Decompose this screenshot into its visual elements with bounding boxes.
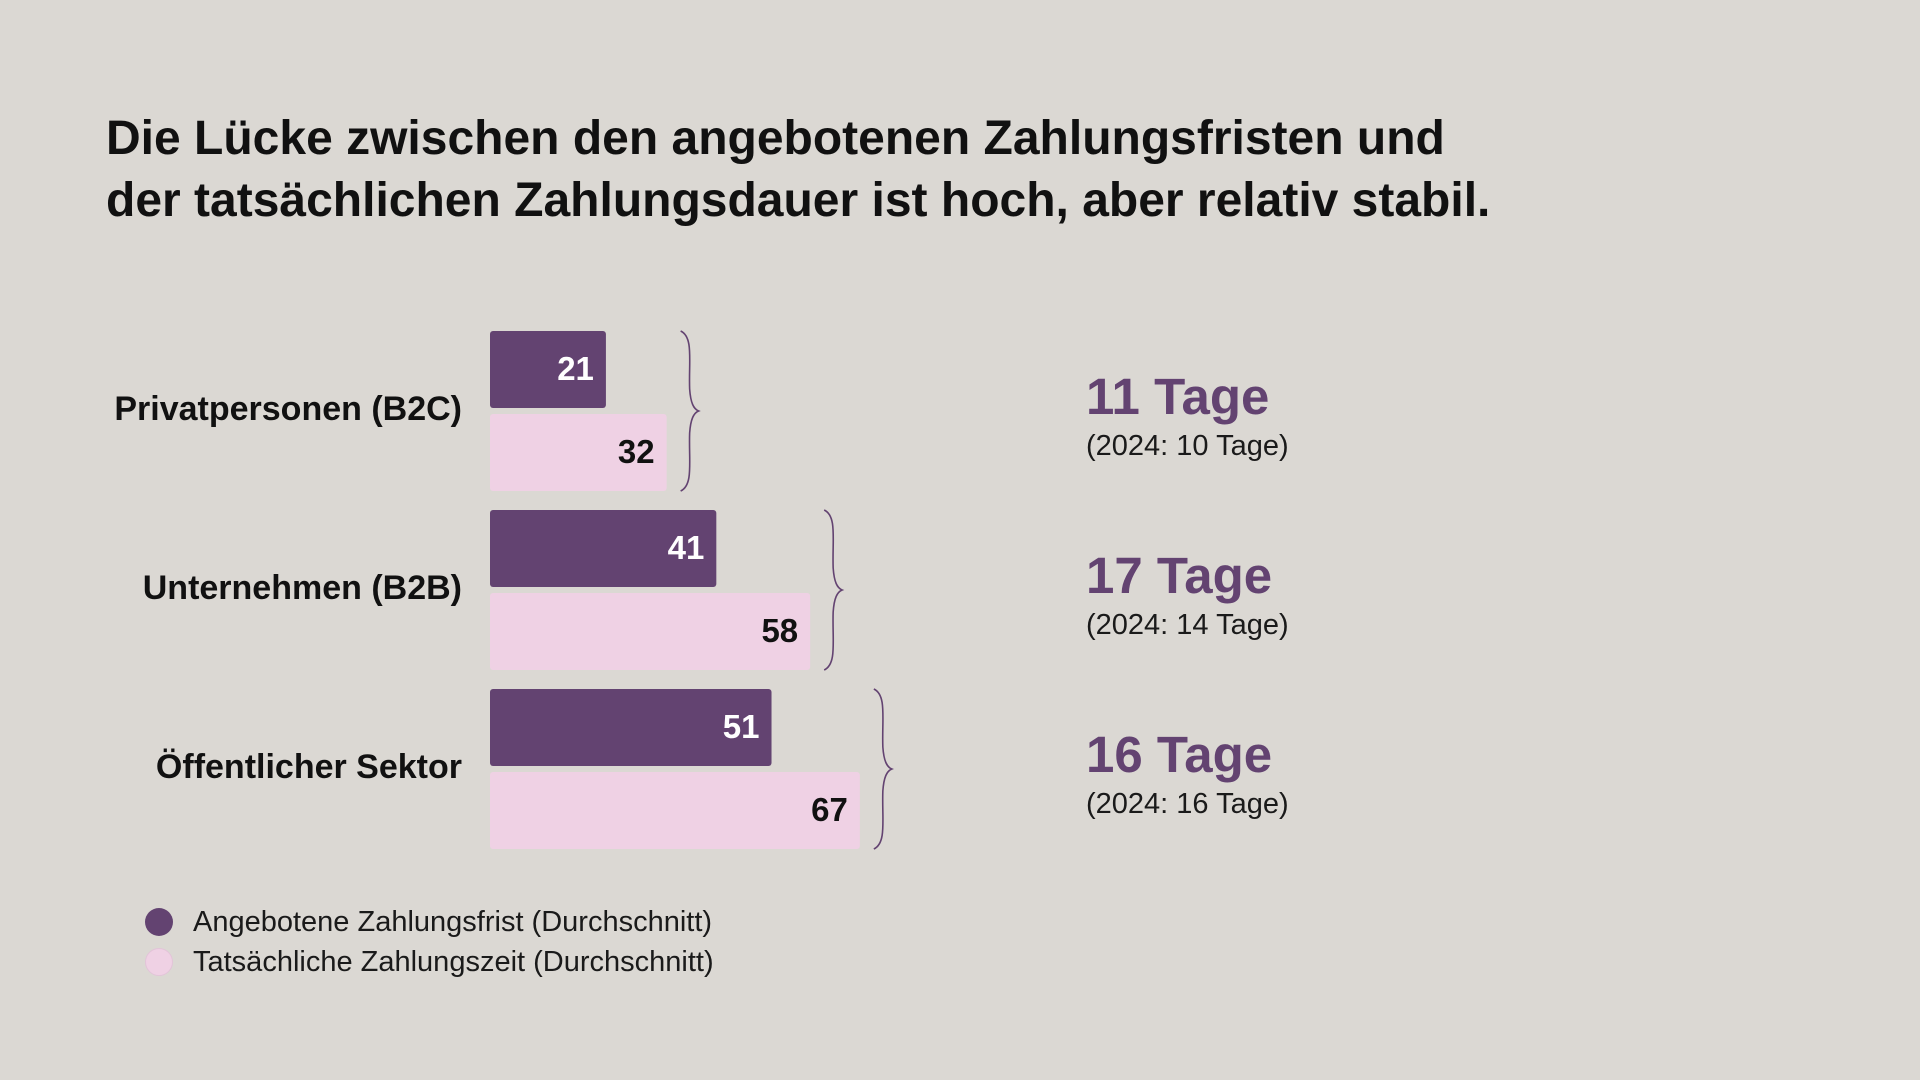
value-label-offered-b2b: 41	[668, 529, 705, 566]
gap-label-public: 16 Tage	[1086, 726, 1272, 783]
chart-title: Die Lücke zwischen den angebotenen Zahlu…	[106, 108, 1706, 232]
bar-actual-public	[490, 772, 860, 849]
value-label-offered-public: 51	[723, 708, 760, 745]
value-label-actual-b2c: 32	[618, 433, 655, 470]
legend-item-actual: Tatsächliche Zahlungszeit (Durchschnitt)	[145, 942, 714, 982]
legend-swatch-actual	[145, 948, 173, 976]
value-label-actual-public: 67	[811, 791, 848, 828]
legend-swatch-offered	[145, 908, 173, 936]
legend: Angebotene Zahlungsfrist (Durchschnitt) …	[145, 902, 714, 982]
chart-title-line-1: Die Lücke zwischen den angebotenen Zahlu…	[106, 112, 1445, 165]
previous-year-label-public: (2024: 16 Tage)	[1086, 788, 1289, 820]
bar-offered-b2b	[490, 510, 717, 587]
bar-actual-b2c	[490, 414, 667, 491]
value-label-actual-b2b: 58	[761, 612, 798, 649]
bar-actual-b2b	[490, 593, 811, 670]
previous-year-label-b2c: (2024: 10 Tage)	[1086, 430, 1289, 462]
chart-title-line-2: der tatsächlichen Zahlungsdauer ist hoch…	[106, 174, 1491, 227]
category-label-public: Öffentlicher Sektor	[156, 748, 462, 786]
brace-public	[873, 688, 894, 850]
gap-label-b2b: 17 Tage	[1086, 547, 1272, 604]
category-label-b2b: Unternehmen (B2B)	[143, 569, 462, 607]
gap-label-b2c: 11 Tage	[1086, 368, 1269, 425]
legend-label-offered: Angebotene Zahlungsfrist (Durchschnitt)	[193, 905, 713, 938]
legend-item-offered: Angebotene Zahlungsfrist (Durchschnitt)	[145, 902, 714, 942]
bar-offered-b2c	[490, 331, 606, 408]
brace-b2c	[680, 330, 701, 492]
bar-offered-public	[490, 689, 772, 766]
category-label-b2c: Privatpersonen (B2C)	[114, 390, 462, 428]
brace-b2b	[823, 509, 845, 671]
legend-label-actual: Tatsächliche Zahlungszeit (Durchschnitt)	[193, 945, 714, 978]
value-label-offered-b2c: 21	[557, 350, 594, 387]
previous-year-label-b2b: (2024: 14 Tage)	[1086, 609, 1289, 641]
